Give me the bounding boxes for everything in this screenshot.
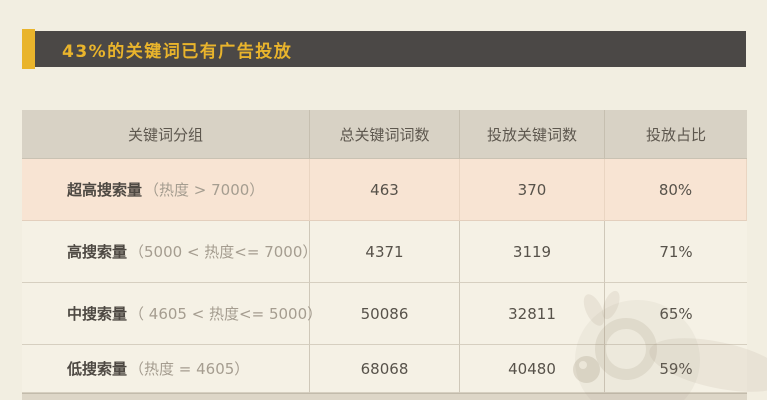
cell-deploy-ratio: 65% — [605, 283, 747, 345]
cell-keyword-group: 低搜索量 （热度 = 4605） — [22, 345, 310, 393]
table-row: 高搜索量 （5000 < 热度<= 7000） 4371 3119 71% — [22, 221, 747, 283]
cell-keyword-group: 中搜索量 （ 4605 < 热度<= 5000） — [22, 283, 322, 345]
group-name: 高搜索量 — [67, 243, 128, 261]
cell-total-keywords: 463 — [310, 159, 460, 221]
table-row: 低搜索量 （热度 = 4605） 68068 40480 59% — [22, 345, 747, 393]
group-condition: （热度 = 4605） — [129, 360, 250, 378]
cell-deploy-ratio: 71% — [605, 221, 747, 283]
group-condition: （ 4605 < 热度<= 5000） — [129, 305, 323, 323]
cell-deployed-keywords: 3119 — [460, 221, 605, 283]
title-bar: 43%的关键词已有广告投放 — [35, 31, 746, 67]
table-body: 超高搜索量 （热度 > 7000） 463 370 80% 高搜索量 （5000… — [22, 159, 747, 393]
table-header-row: 关键词分组 总关键词词数 投放关键词数 投放占比 — [22, 110, 747, 159]
group-condition: （5000 < 热度<= 7000） — [129, 243, 318, 261]
cell-deployed-keywords: 40480 — [460, 345, 605, 393]
group-condition: （热度 > 7000） — [144, 181, 265, 199]
cell-keyword-group: 超高搜索量 （热度 > 7000） — [22, 159, 310, 221]
column-header-ratio: 投放占比 — [605, 110, 747, 159]
cell-total-keywords: 68068 — [310, 345, 460, 393]
table-row: 中搜索量 （ 4605 < 热度<= 5000） 50086 32811 65% — [22, 283, 747, 345]
table-row-partial-cutoff — [22, 393, 747, 400]
column-header-deployed: 投放关键词数 — [460, 110, 605, 159]
cell-deploy-ratio: 80% — [605, 159, 747, 221]
keyword-table: 关键词分组 总关键词词数 投放关键词数 投放占比 超高搜索量 （热度 > 700… — [22, 110, 747, 400]
page-title: 43%的关键词已有广告投放 — [62, 41, 293, 62]
cell-total-keywords: 50086 — [310, 283, 460, 345]
cell-deployed-keywords: 370 — [460, 159, 605, 221]
cell-total-keywords: 4371 — [310, 221, 460, 283]
title-accent-bar — [22, 29, 35, 69]
group-name: 超高搜索量 — [67, 181, 143, 199]
table-row: 超高搜索量 （热度 > 7000） 463 370 80% — [22, 159, 747, 221]
cell-keyword-group: 高搜索量 （5000 < 热度<= 7000） — [22, 221, 317, 283]
column-header-total: 总关键词词数 — [310, 110, 460, 159]
cell-deploy-ratio: 59% — [605, 345, 747, 393]
cell-deployed-keywords: 32811 — [460, 283, 605, 345]
group-name: 低搜索量 — [67, 360, 128, 378]
group-name: 中搜索量 — [67, 305, 128, 323]
column-header-group: 关键词分组 — [22, 110, 310, 159]
